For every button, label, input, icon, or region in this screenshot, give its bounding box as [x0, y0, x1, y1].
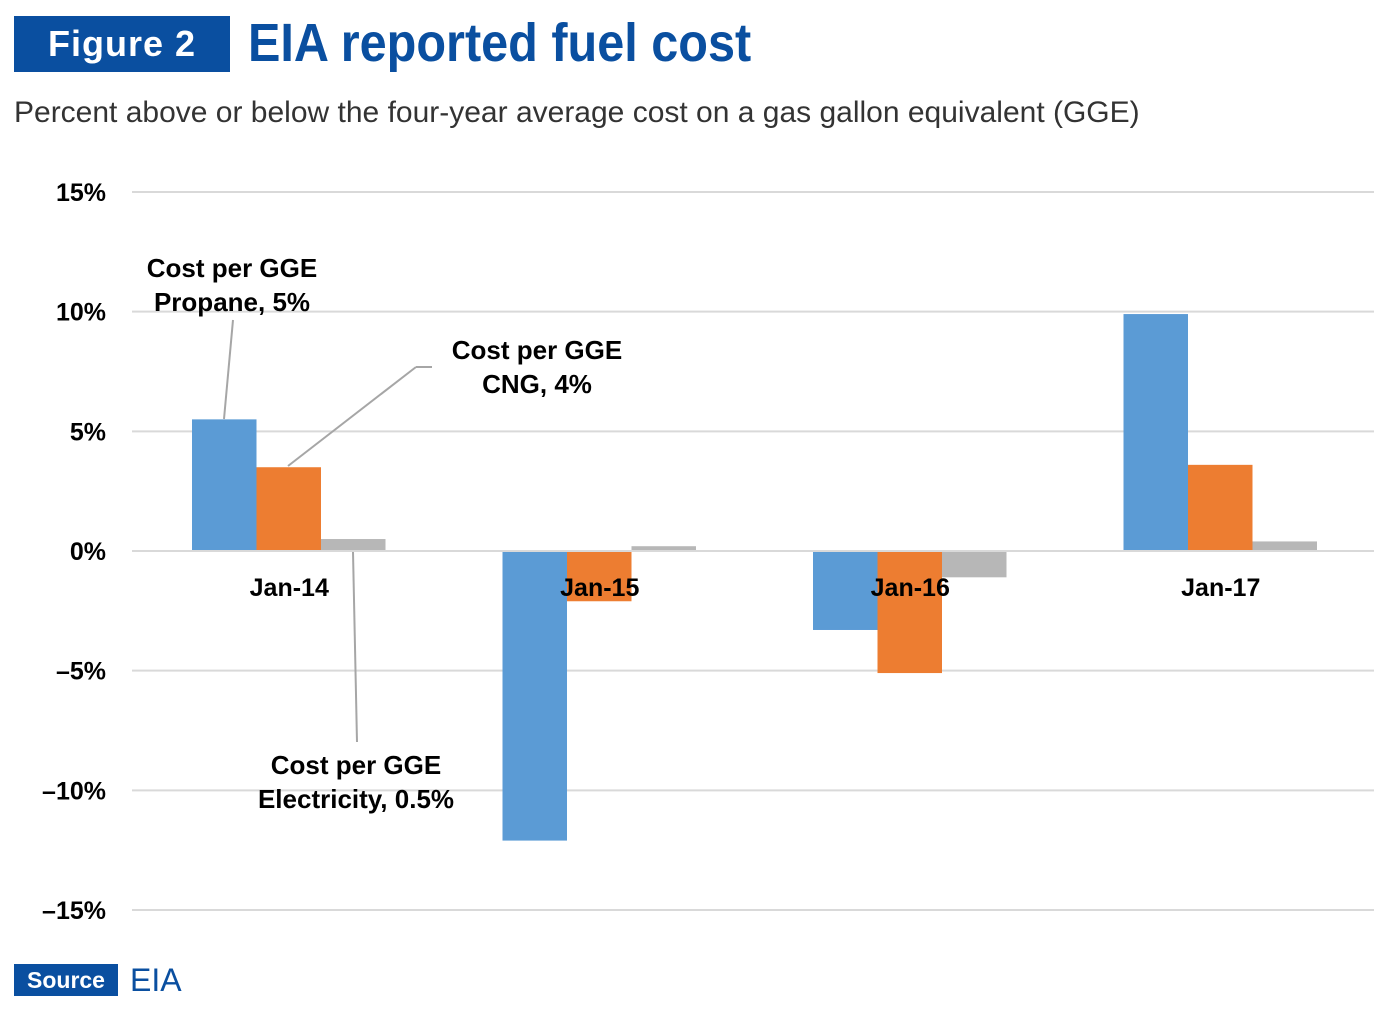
- bar-cng-jan-14: [256, 467, 321, 551]
- bar-electricity-jan-14: [321, 539, 386, 551]
- x-category-label: Jan-15: [560, 574, 639, 602]
- bar-electricity-jan-15: [631, 546, 696, 551]
- annotation-label: Cost per GGE: [452, 335, 622, 365]
- y-tick-label: –5%: [56, 658, 106, 686]
- chart-subtitle: Percent above or below the four-year ave…: [14, 96, 1140, 129]
- bar-propane-jan-14: [192, 419, 257, 551]
- x-category-label: Jan-17: [1181, 574, 1260, 602]
- source-badge: Source: [14, 964, 118, 996]
- y-tick-label: 10%: [56, 299, 106, 327]
- annotation-label: Propane, 5%: [154, 287, 310, 317]
- annotation-leader-line: [223, 319, 234, 420]
- y-tick-label: 0%: [70, 538, 106, 566]
- chart-title: EIA reported fuel cost: [248, 13, 752, 73]
- y-tick-label: –15%: [42, 897, 106, 925]
- annotation-label: Cost per GGE: [271, 750, 441, 780]
- bar-cng-jan-15: [567, 551, 632, 602]
- annotations: Cost per GGE Propane, 5% Cost per GGE CNG, …: [147, 253, 622, 814]
- bar-cng-jan-16: [877, 551, 942, 674]
- annotation-label: Electricity, 0.5%: [258, 784, 454, 814]
- y-axis-tick-labels: 15% 10% 5% 0% –5% –10% –15%: [42, 179, 106, 925]
- figure-number-badge: Figure 2: [14, 16, 230, 72]
- category-labels: Jan-14 Jan-15 Jan-16 Jan-17: [250, 574, 1261, 602]
- bar-electricity-jan-17: [1252, 541, 1317, 551]
- source-value: EIA: [130, 962, 182, 998]
- bar-propane-jan-15: [502, 551, 567, 841]
- annotation-label: CNG, 4%: [482, 369, 592, 399]
- bar-propane-jan-16: [813, 551, 878, 630]
- bar-propane-jan-17: [1123, 314, 1188, 551]
- x-category-label: Jan-16: [871, 574, 950, 602]
- annotation-leader-line: [352, 551, 358, 743]
- bar-chart: 15% 10% 5% 0% –5% –10% –15% Jan-14 Jan-15 Jan-16…: [42, 179, 1374, 925]
- y-tick-label: 15%: [56, 179, 106, 207]
- annotation-label: Cost per GGE: [147, 253, 317, 283]
- bar-electricity-jan-16: [942, 551, 1007, 578]
- annotation-leader-line: [287, 366, 417, 467]
- bar-cng-jan-17: [1188, 464, 1253, 551]
- y-tick-label: 5%: [70, 418, 106, 446]
- y-tick-label: –10%: [42, 777, 106, 805]
- bars: [192, 314, 1317, 841]
- x-category-label: Jan-14: [250, 574, 329, 602]
